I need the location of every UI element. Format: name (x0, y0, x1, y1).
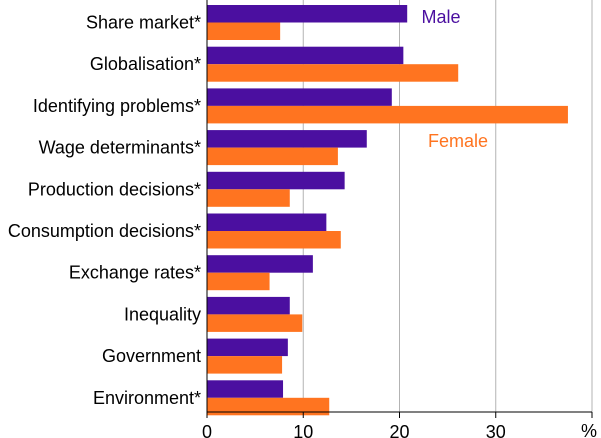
bar-female (207, 147, 338, 166)
bar-female (207, 22, 281, 40)
bar-male (207, 88, 392, 106)
category-label: Environment* (93, 388, 201, 408)
x-tick-label: 30 (486, 422, 506, 438)
category-labels: Share market* Globalisation* Identifying p… (8, 13, 201, 408)
bar-female (207, 356, 283, 374)
bar-female (207, 105, 568, 124)
legend-female-label: Female (428, 131, 488, 151)
category-label: Identifying problems* (33, 96, 201, 116)
legend-male-label: Male (421, 7, 460, 27)
bar-male (207, 296, 290, 315)
bar-male (207, 338, 288, 357)
bar-male (207, 380, 284, 398)
category-label: Share market* (86, 13, 201, 33)
bar-female (207, 64, 459, 82)
bar-male (207, 130, 367, 148)
category-label: Inequality (124, 304, 201, 324)
bar-female (207, 397, 330, 416)
bar-male (207, 46, 404, 65)
category-label: Government (102, 346, 201, 366)
x-tick-label: 0 (202, 422, 212, 438)
bar-female (207, 231, 341, 249)
x-tick-label: 20 (389, 422, 409, 438)
bars (207, 5, 568, 416)
bar-male (207, 171, 345, 190)
x-axis-unit-label: % (581, 421, 597, 438)
x-tick-label: 10 (293, 422, 313, 438)
bar-male (207, 255, 313, 273)
category-label: Exchange rates* (69, 263, 201, 283)
bar-female (207, 272, 270, 291)
category-label: Wage determinants* (39, 138, 201, 158)
bar-female (207, 189, 290, 207)
bar-male (207, 213, 327, 231)
category-label: Consumption decisions* (8, 221, 201, 241)
category-label: Production decisions* (28, 179, 201, 199)
bar-male (207, 5, 408, 23)
category-label: Globalisation* (90, 54, 201, 74)
bar-female (207, 314, 303, 332)
x-axis: 0 10 20 30 (202, 0, 593, 438)
